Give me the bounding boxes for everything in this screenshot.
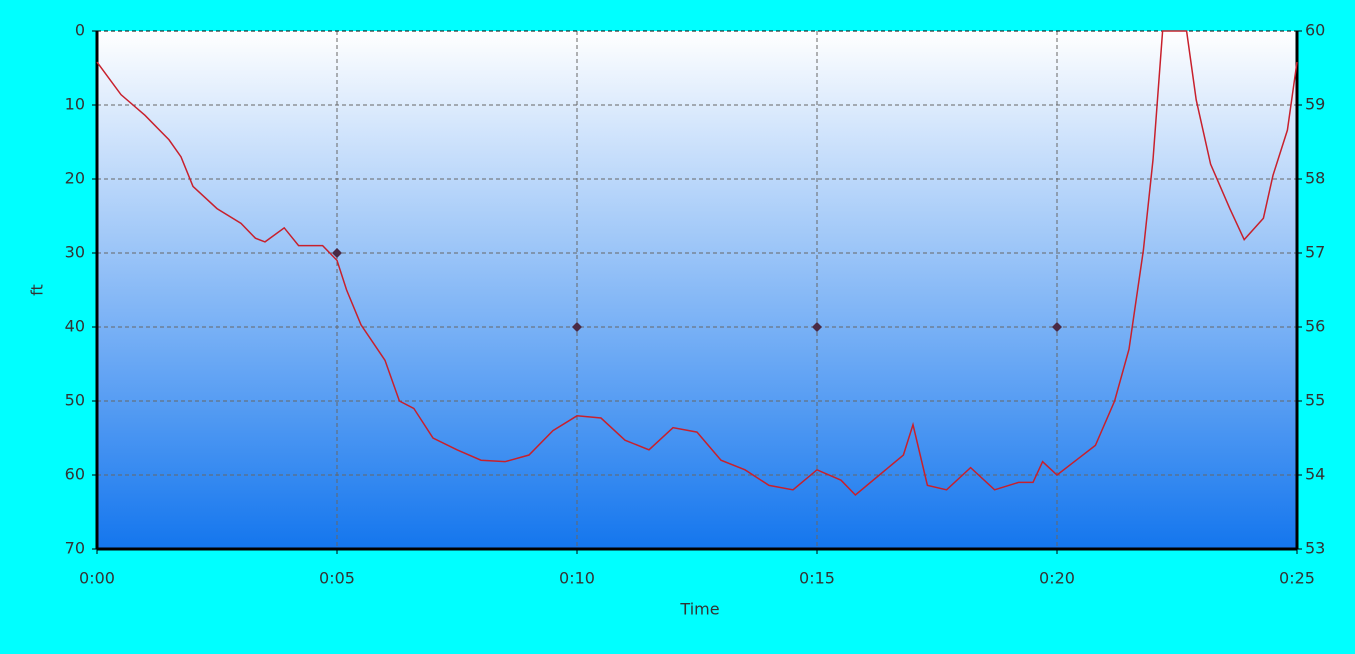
- x-tick-label: 0:20: [1039, 569, 1075, 588]
- y2-tick-label: 55: [1305, 391, 1325, 410]
- y-tick-label: 60: [65, 465, 85, 484]
- y-tick-label: 30: [65, 243, 85, 262]
- y2-tick-label: 60: [1305, 21, 1325, 40]
- plot-area: [97, 31, 1297, 549]
- y-tick-label: 20: [65, 169, 85, 188]
- x-tick-label: 0:25: [1279, 569, 1315, 588]
- y-axis-label: ft: [28, 284, 47, 296]
- data-line: [96, 30, 1298, 497]
- data-point: [332, 248, 342, 258]
- y-tick-label: 10: [65, 95, 85, 114]
- y2-tick-label: 57: [1305, 243, 1325, 262]
- y2-tick-label: 59: [1305, 95, 1325, 114]
- y2-tick-label: 53: [1305, 539, 1325, 558]
- y-tick-label: 70: [65, 539, 85, 558]
- y-tick-label: 0: [75, 21, 85, 40]
- x-tick-label: 0:00: [79, 569, 115, 588]
- data-point: [812, 322, 822, 332]
- y-tick-label: 40: [65, 317, 85, 336]
- y2-tick-label: 56: [1305, 317, 1325, 336]
- x-tick-label: 0:15: [799, 569, 835, 588]
- data-point: [1052, 322, 1062, 332]
- y-tick-label: 50: [65, 391, 85, 410]
- x-tick-label: 0:10: [559, 569, 595, 588]
- y2-tick-label: 54: [1305, 465, 1325, 484]
- x-axis-label: Time: [679, 600, 719, 619]
- data-point: [572, 322, 582, 332]
- x-tick-label: 0:05: [319, 569, 355, 588]
- y2-tick-label: 58: [1305, 169, 1325, 188]
